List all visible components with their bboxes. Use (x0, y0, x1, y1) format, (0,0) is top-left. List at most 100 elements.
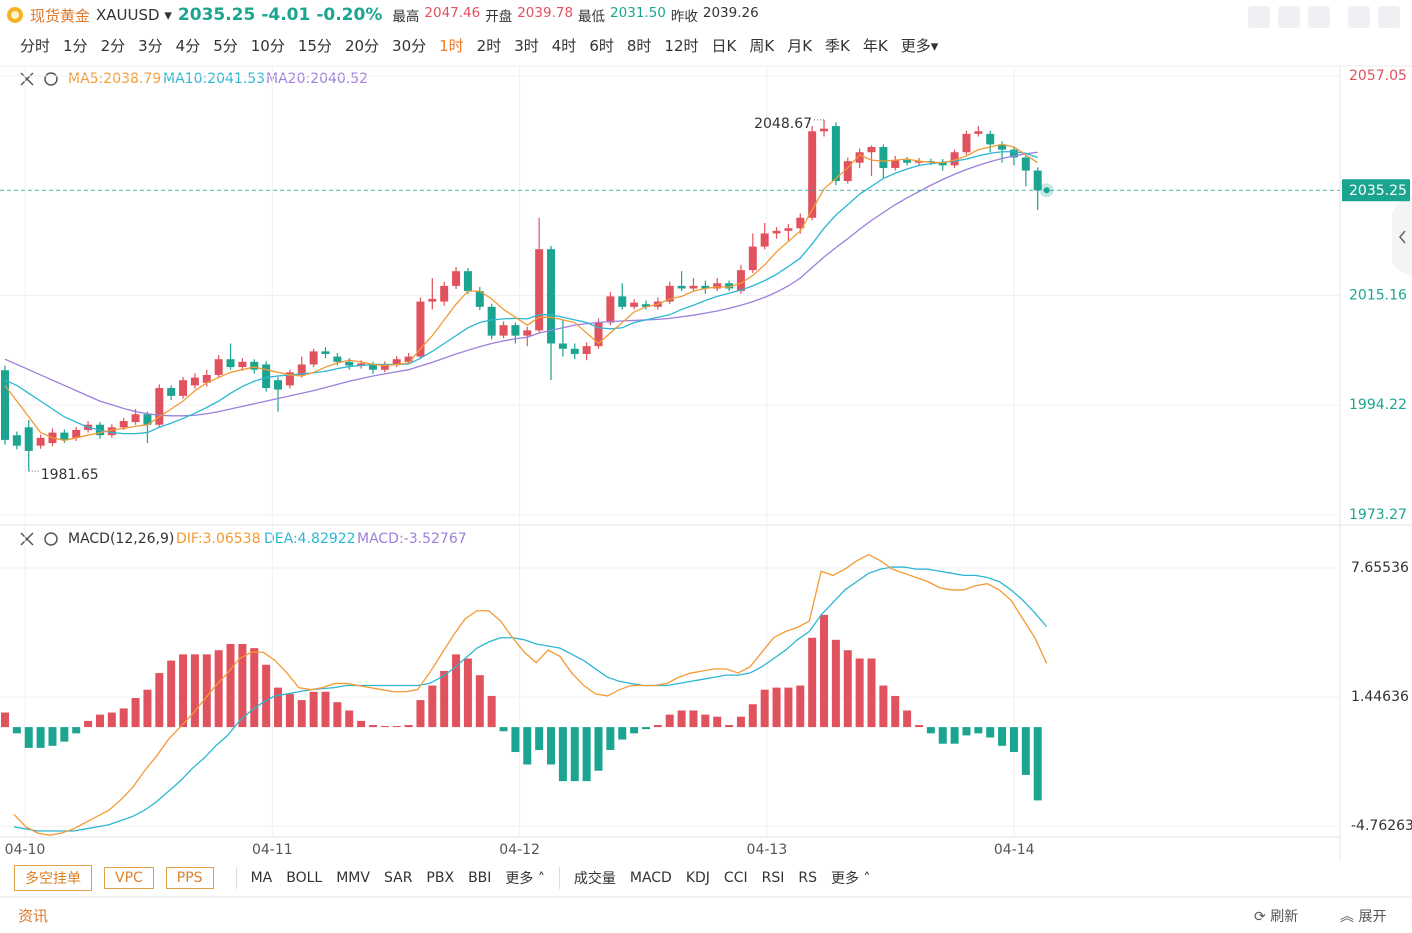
close-icon[interactable] (20, 72, 34, 86)
timeframe[interactable]: 周K (749, 36, 775, 55)
timeframe[interactable]: 30分 (392, 36, 427, 55)
timeframe[interactable]: 20分 (344, 36, 380, 55)
timeframe[interactable]: 季K (825, 36, 850, 55)
timeframe[interactable]: 年K (862, 36, 888, 55)
indicator[interactable]: 更多 ˄ (505, 871, 545, 887)
candle-body (262, 364, 271, 389)
timeframe[interactable]: 2分 (100, 36, 126, 55)
symbol[interactable]: XAUUSD ▾ (96, 6, 172, 24)
indicator[interactable]: MACD (629, 870, 672, 886)
timeframe[interactable]: 10分 (250, 36, 285, 55)
close-icon[interactable] (20, 532, 34, 546)
indicator[interactable]: KDJ (685, 870, 710, 886)
candle-body (867, 147, 876, 153)
refresh[interactable]: ⟳ 刷新 (1254, 909, 1299, 925)
timeframe[interactable]: 3分 (138, 36, 163, 55)
candle-body (333, 356, 342, 362)
timeframe[interactable]: 2时 (476, 36, 502, 55)
macd-bar (558, 727, 567, 782)
expand-text: 展开 (1358, 909, 1387, 925)
toolbar: 多空挂单 VPC PPS MA BOLL MMV SAR PBX BBI 更多 ˄ 成交量 MACD K… (14, 865, 884, 891)
macd-bar (95, 714, 104, 728)
legend-macd-name: MACD(12,26,9) (68, 531, 174, 547)
macd-bar (155, 673, 164, 728)
macd-bar (475, 675, 484, 728)
x-tick-label: 04-14 (994, 842, 1035, 858)
indicator[interactable]: CCI (723, 870, 748, 886)
change-pct: -0.20% (316, 5, 383, 25)
indicator[interactable]: MA (250, 870, 273, 886)
timeframe[interactable]: 5分 (213, 36, 238, 55)
toolbar-button[interactable]: VPC (104, 867, 154, 889)
candle-body (131, 414, 140, 423)
macd-bar (143, 689, 152, 728)
macd-bar (428, 685, 437, 728)
candle-body (274, 380, 283, 390)
candle-body (499, 325, 508, 336)
candle-body (630, 302, 639, 307)
timeframe[interactable]: 1时 (439, 36, 464, 55)
x-tick-label: 04-13 (747, 842, 788, 858)
tool-icon[interactable] (1348, 6, 1370, 28)
candle-body (665, 285, 674, 302)
side-tab[interactable] (1392, 196, 1412, 276)
indicator[interactable]: RSI (761, 870, 785, 886)
current-price-box (1342, 179, 1410, 202)
macd-bar (404, 725, 413, 728)
current-price-dot (1043, 187, 1050, 194)
timeframe[interactable]: 4分 (175, 36, 201, 55)
header: 现货黄金 XAUUSD ▾ 2035.25 -4.01 -0.20% 最高 204… (6, 3, 759, 27)
candle-body (725, 283, 734, 289)
macd-bar (511, 727, 520, 753)
timeframe[interactable]: 15分 (297, 36, 332, 55)
indicator[interactable]: PBX (426, 870, 455, 886)
tool-icon[interactable] (1248, 6, 1270, 28)
timeframe[interactable]: 3时 (514, 36, 539, 55)
symbol-text: XAUUSD (96, 6, 160, 24)
timeframe[interactable]: 4时 (551, 36, 577, 55)
tool-icon[interactable] (1278, 6, 1300, 28)
timeframe[interactable]: 更多▾ (900, 36, 939, 55)
timeframe[interactable]: 6时 (589, 36, 614, 55)
timeframe[interactable]: 日K (711, 36, 737, 55)
y-tick-label: 2015.16 (1349, 288, 1407, 304)
news-tab[interactable]: 资讯 (18, 907, 49, 925)
tool-icon[interactable] (1378, 6, 1400, 28)
indicator[interactable]: 更多 ˄ (830, 871, 871, 887)
timeframe[interactable]: 12时 (664, 36, 699, 55)
dif-line (13, 553, 1048, 836)
candle-body (309, 351, 318, 365)
indicator[interactable]: MMV (336, 870, 370, 886)
indicator[interactable]: RS (798, 870, 817, 886)
macd-bar (630, 727, 639, 734)
candle-body (345, 361, 354, 366)
settings-icon[interactable] (44, 72, 58, 86)
indicator[interactable]: 成交量 (573, 871, 616, 887)
indicator[interactable]: BOLL (286, 870, 323, 886)
macd-bar (167, 660, 176, 728)
timeframe[interactable]: 月K (787, 36, 813, 55)
timeframe[interactable]: 1分 (63, 36, 88, 55)
candle-body (1, 370, 9, 440)
macd-bar (202, 654, 211, 728)
candle-body (428, 298, 437, 302)
macd-bar (36, 727, 45, 748)
timeframes: 分时 1分 2分 3分 4分 5分 10分 15分 20分 30分 1时 2时 3时 4时 6时 8时 12时日… (20, 34, 938, 56)
indicator[interactable]: BBI (468, 870, 492, 886)
dea-line (13, 566, 1048, 832)
toolbar-button[interactable]: PPS (165, 867, 214, 889)
macd-bar (1021, 727, 1030, 775)
settings-icon[interactable] (44, 532, 58, 546)
side-tab-arrow[interactable] (1399, 230, 1406, 244)
timeframe[interactable]: 8时 (626, 36, 652, 55)
macd-bar (606, 727, 615, 750)
tool-icon[interactable] (1308, 6, 1330, 28)
x-tick-label: 04-11 (252, 842, 293, 858)
timeframe[interactable]: 分时 (20, 36, 51, 55)
toolbar-button[interactable]: 多空挂单 (14, 865, 92, 891)
macd-bar (368, 725, 377, 728)
macd-bar (843, 650, 852, 728)
indicator[interactable]: SAR (383, 870, 413, 886)
expand[interactable]: ︽ 展开 (1340, 909, 1387, 925)
